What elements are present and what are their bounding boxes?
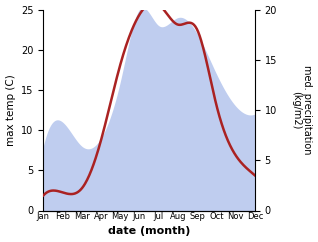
X-axis label: date (month): date (month)	[108, 227, 190, 236]
Y-axis label: med. precipitation
(kg/m2): med. precipitation (kg/m2)	[291, 65, 313, 155]
Y-axis label: max temp (C): max temp (C)	[5, 74, 16, 146]
